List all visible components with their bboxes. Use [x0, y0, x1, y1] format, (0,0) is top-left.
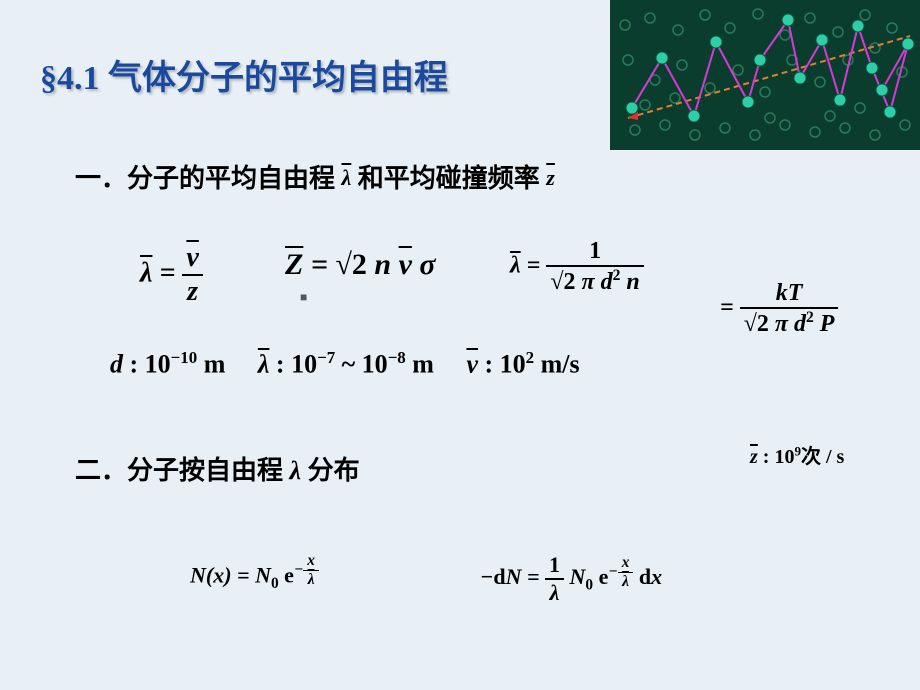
- z-bar-symbol: z: [546, 165, 555, 190]
- section1-prefix: 一．分子的平均自由程: [75, 164, 342, 193]
- magnitudes-row: d : 10−10 m λ : 10−7 ~ 10−8 m v : 102 m/…: [110, 348, 580, 380]
- section-1-heading: 一．分子的平均自由程 λ 和平均碰撞频率 z: [75, 158, 555, 195]
- section-2-heading: 二．分子按自由程 λ 分布: [75, 450, 360, 487]
- slide-title: §4.1 气体分子的平均自由程: [40, 50, 448, 99]
- eq-dN: −dN = 1 λ N0 e−xλ dx: [480, 552, 662, 606]
- eq-lambda-1-over: λ = 1 √2 π d2 n: [510, 238, 644, 296]
- mag-v: v: [466, 350, 478, 379]
- formula-row-1: λ = v z Z = √2 n v σ λ = 1 √2 π d2 n = k…: [130, 230, 910, 350]
- section1-mid: 和平均碰撞频率: [358, 164, 547, 193]
- eq-Z-collision: Z = √2 n v σ: [285, 248, 436, 282]
- mag-d: d: [110, 350, 123, 379]
- bottom-formula-row: N(x) = N0 e−xλ −dN = 1 λ N0 e−xλ dx: [190, 542, 890, 622]
- eq-lambda-kT: = kT √2 π d2 P: [720, 280, 838, 338]
- mag-lambda: λ: [258, 350, 270, 379]
- eq-N-of-x: N(x) = N0 e−xλ: [190, 552, 319, 593]
- eq-lambda-v-over-z: λ = v z: [140, 242, 203, 308]
- molecule-path-diagram: [610, 0, 920, 150]
- lambda-bar-symbol: λ: [342, 165, 352, 190]
- center-dot: ■: [300, 290, 307, 305]
- z-frequency-magnitude: z : 109次 / s: [750, 440, 844, 469]
- lambda-symbol: λ: [290, 456, 302, 485]
